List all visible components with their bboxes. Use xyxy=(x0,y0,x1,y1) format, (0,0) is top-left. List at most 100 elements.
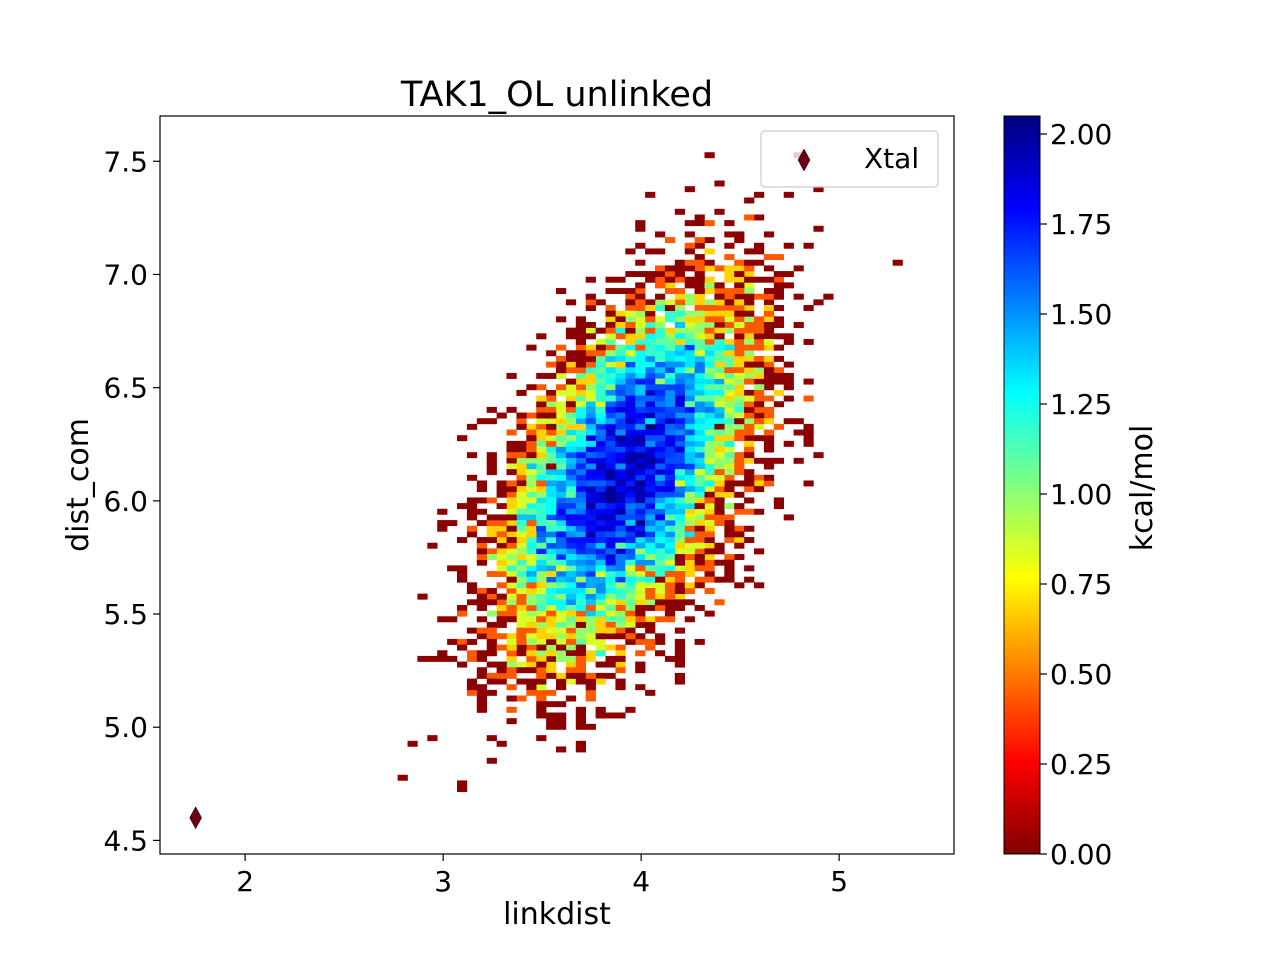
heatmap-cell xyxy=(546,418,557,425)
heatmap-cell xyxy=(615,576,626,583)
heatmap-cell xyxy=(615,621,626,628)
heatmap-cell xyxy=(714,440,725,447)
heatmap-cell xyxy=(625,333,636,340)
heatmap-cell xyxy=(635,293,646,300)
heatmap-cell xyxy=(556,655,567,662)
heatmap-cell xyxy=(655,497,666,504)
heatmap-cell xyxy=(684,486,695,493)
heatmap-cell xyxy=(565,401,577,408)
heatmap-cell xyxy=(496,644,507,651)
heatmap-cell xyxy=(417,593,428,600)
heatmap-cell xyxy=(556,746,567,753)
heatmap-cell xyxy=(773,282,785,289)
heatmap-cell xyxy=(655,531,666,538)
heatmap-cell xyxy=(674,627,686,634)
heatmap-cell xyxy=(556,457,567,464)
heatmap-cell xyxy=(536,627,547,634)
heatmap-cell xyxy=(546,723,557,730)
heatmap-cell xyxy=(476,633,488,640)
heatmap-cell xyxy=(734,361,745,368)
heatmap-cell xyxy=(684,361,695,368)
heatmap-cell xyxy=(615,520,626,527)
heatmap-cell xyxy=(763,288,775,295)
heatmap-cell xyxy=(734,389,745,396)
heatmap-cell xyxy=(565,423,577,430)
heatmap-cell xyxy=(605,327,616,334)
heatmap-cell xyxy=(595,389,606,396)
heatmap-cell xyxy=(516,508,527,515)
heatmap-cell xyxy=(615,288,626,295)
heatmap-cell xyxy=(704,152,715,159)
heatmap-cell xyxy=(595,565,606,572)
heatmap-cell xyxy=(506,469,517,476)
heatmap-cell xyxy=(694,288,705,295)
heatmap-cell xyxy=(704,338,715,345)
heatmap-cell xyxy=(575,718,587,725)
heatmap-cell xyxy=(556,593,567,600)
heatmap-cell xyxy=(645,248,656,255)
heatmap-cell xyxy=(694,389,705,396)
heatmap-cell xyxy=(684,537,695,544)
heatmap-cell xyxy=(476,486,488,493)
heatmap-cell xyxy=(526,593,537,600)
heatmap-cell xyxy=(516,616,527,623)
heatmap-cell xyxy=(625,395,636,402)
heatmap-cell xyxy=(763,367,775,374)
heatmap-cell xyxy=(506,593,517,600)
heatmap-cell xyxy=(655,525,666,532)
heatmap-cell xyxy=(645,423,656,430)
heatmap-cell xyxy=(575,384,587,391)
heatmap-cell xyxy=(605,350,616,357)
heatmap-cell xyxy=(447,520,458,527)
heatmap-cell xyxy=(615,310,626,317)
heatmap-cell xyxy=(724,440,735,447)
heatmap-cell xyxy=(506,599,517,606)
heatmap-cell xyxy=(476,667,488,674)
heatmap-cell xyxy=(615,559,626,566)
heatmap-cell xyxy=(546,389,557,396)
heatmap-cell xyxy=(694,276,705,283)
heatmap-cell xyxy=(704,355,715,362)
heatmap-cell xyxy=(674,338,686,345)
heatmap-cell xyxy=(645,520,656,527)
heatmap-cell xyxy=(585,638,596,645)
heatmap-cell xyxy=(655,582,666,589)
heatmap-cell xyxy=(565,412,577,419)
heatmap-cell xyxy=(615,650,626,657)
heatmap-cell xyxy=(556,542,567,549)
heatmap-cell xyxy=(625,271,636,278)
heatmap-cell xyxy=(526,514,537,521)
heatmap-cell xyxy=(655,616,666,623)
heatmap-cell xyxy=(625,355,636,362)
heatmap-cell xyxy=(595,514,606,521)
heatmap-cell xyxy=(694,355,705,362)
heatmap-cell xyxy=(615,322,626,328)
heatmap-cell xyxy=(526,452,537,459)
heatmap-cell xyxy=(605,633,616,640)
heatmap-cell xyxy=(575,525,587,532)
heatmap-cell xyxy=(655,293,666,300)
heatmap-cell xyxy=(645,389,656,396)
heatmap-cell xyxy=(625,616,636,623)
heatmap-cell xyxy=(694,406,705,413)
heatmap-cell xyxy=(674,265,686,272)
heatmap-cell xyxy=(754,316,765,323)
heatmap-cell xyxy=(694,452,705,459)
heatmap-cell xyxy=(674,576,686,583)
heatmap-cell xyxy=(763,333,775,340)
heatmap-cell xyxy=(546,401,557,408)
heatmap-cell xyxy=(625,514,636,521)
heatmap-cell xyxy=(595,621,606,628)
heatmap-cell xyxy=(546,429,557,436)
heatmap-cell xyxy=(734,537,745,544)
heatmap-cell xyxy=(595,384,606,391)
heatmap-cell xyxy=(744,418,755,425)
heatmap-cell xyxy=(724,389,735,396)
heatmap-cell xyxy=(704,446,715,453)
heatmap-cell xyxy=(595,508,606,515)
heatmap-cell xyxy=(655,361,666,368)
heatmap-cell xyxy=(585,554,596,561)
heatmap-cell xyxy=(714,548,725,555)
heatmap-cell xyxy=(536,661,547,668)
heatmap-cell xyxy=(556,435,567,442)
